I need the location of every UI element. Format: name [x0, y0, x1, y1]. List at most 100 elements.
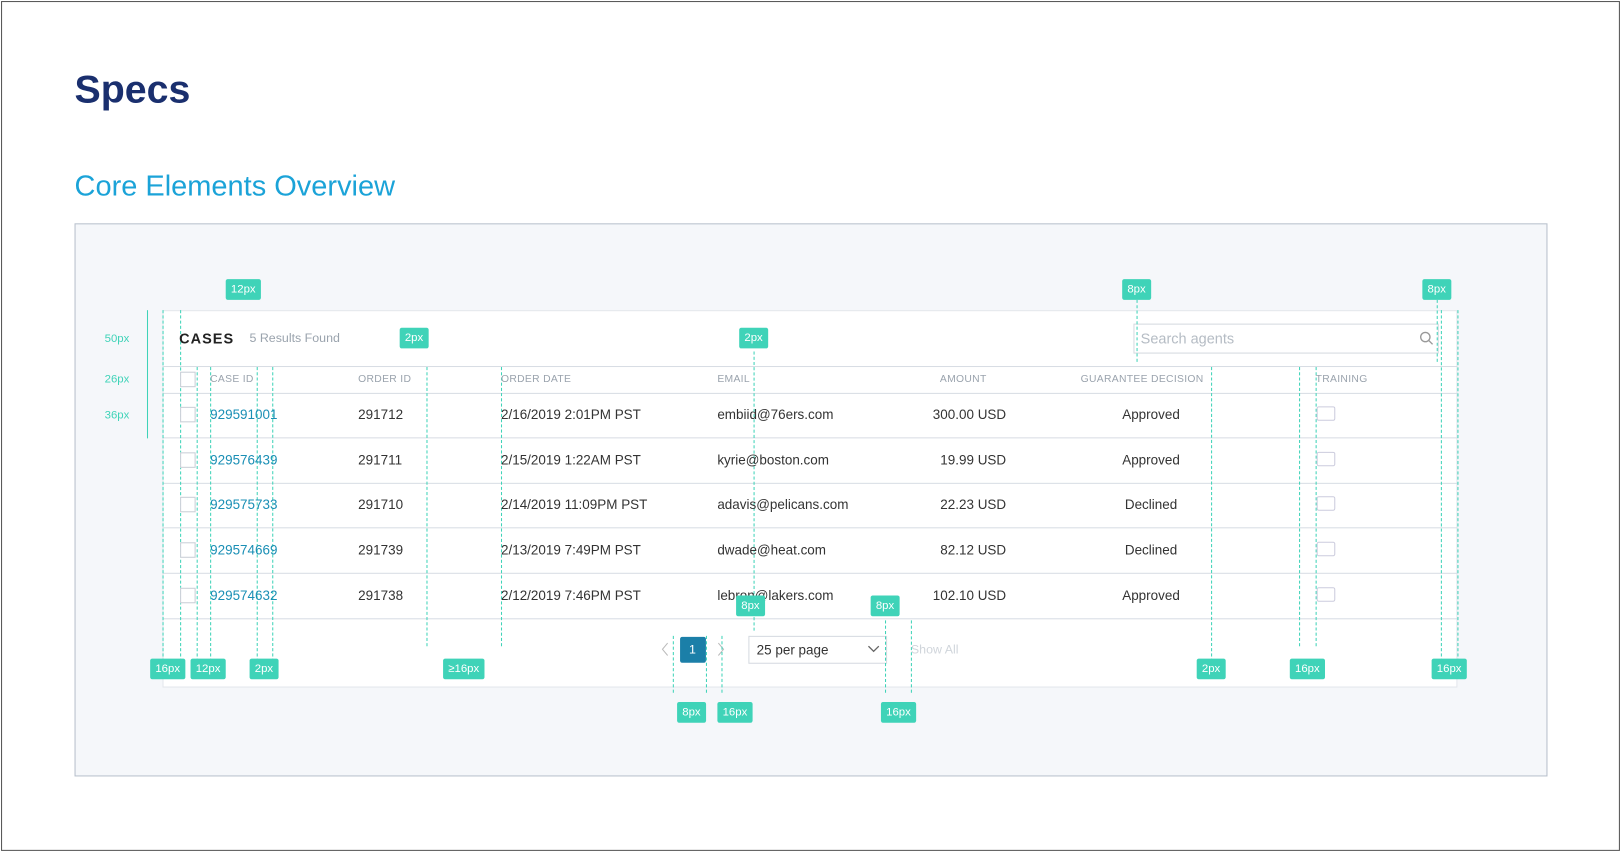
decision: Declined [1124, 496, 1178, 513]
training-icon[interactable] [1316, 451, 1336, 467]
current-page-box[interactable] [680, 636, 706, 663]
row-divider [162, 618, 1458, 620]
spec-annotation: 8px [677, 702, 706, 723]
page-title: Specs [74, 68, 191, 112]
search-placeholder[interactable]: Search agents [1140, 329, 1235, 347]
spec-annotation: 8px [870, 595, 900, 617]
decision: Approved [1122, 587, 1180, 604]
current-page[interactable]: 1 [689, 642, 696, 657]
case-id-link[interactable]: 929575733 [210, 496, 278, 513]
amount: 102.10 USD [932, 587, 1007, 604]
cell: kyrie@boston.com [717, 452, 829, 468]
per-page-select[interactable] [748, 635, 888, 664]
per-page[interactable]: 25 per page [756, 642, 829, 658]
spec-annotation: 50px [104, 332, 130, 346]
decision: Approved [1122, 452, 1180, 468]
column-header[interactable]: ORDER ID [358, 373, 412, 386]
guide-line [210, 367, 212, 667]
column-header[interactable]: ORDER DATE [500, 373, 572, 386]
spec-annotation: 8px [736, 595, 765, 617]
column-header[interactable]: AMOUNT [939, 373, 987, 386]
spec-annotation: 12px [190, 658, 226, 680]
decision: Approved [1122, 406, 1180, 423]
column-header[interactable]: CASE ID [210, 373, 254, 386]
column-header[interactable]: EMAIL [717, 373, 750, 386]
spec-annotation: 36px [104, 409, 130, 422]
row-checkbox[interactable] [180, 542, 196, 558]
case-id-link[interactable]: 929576439 [210, 452, 278, 468]
select-all-checkbox[interactable] [180, 371, 196, 388]
guide-line [721, 635, 723, 693]
row-divider [162, 572, 1458, 574]
guide-line [1299, 367, 1301, 647]
guide-line [1136, 299, 1138, 362]
row-divider [162, 437, 1458, 439]
cell: 291711 [358, 452, 403, 468]
row-checkbox[interactable] [180, 496, 196, 513]
case-id-link[interactable]: 929591001 [210, 406, 278, 423]
guide-line [1211, 367, 1213, 667]
case-id-link[interactable]: 929574669 [210, 542, 278, 558]
row-divider [162, 482, 1458, 484]
cell: 291739 [358, 542, 404, 558]
guide-line [1457, 310, 1459, 667]
spec-annotation: 16px [1431, 658, 1467, 680]
guide-line [426, 367, 428, 647]
cell: 2/13/2019 7:49PM PST [500, 542, 641, 558]
guide-line [272, 367, 274, 667]
spec-annotation: 2px [739, 327, 768, 349]
guide-line [910, 620, 912, 693]
cell: 2/14/2019 11:09PM PST [500, 496, 648, 513]
column-header[interactable]: GUARANTEE DECISION [1080, 373, 1204, 386]
spec-annotation: 16px [717, 702, 753, 723]
spec-annotation: 2px [1196, 658, 1226, 680]
spec-annotation: 2px [249, 658, 279, 680]
guide-line [1315, 367, 1317, 647]
guide-line [500, 367, 503, 647]
column-header[interactable]: TRAINING [1315, 373, 1368, 386]
row-divider [162, 527, 1458, 529]
guide-line [705, 635, 707, 693]
training-icon[interactable] [1316, 406, 1336, 421]
spec-annotation: 8px [1422, 279, 1452, 300]
decision: Declined [1124, 542, 1178, 558]
row-checkbox[interactable] [180, 587, 196, 604]
spec-annotation: 8px [1122, 279, 1151, 300]
cell: dwade@heat.com [717, 542, 826, 558]
spec-annotation: 16px [150, 658, 186, 680]
show-all[interactable]: Show All [910, 642, 959, 657]
cell: 291710 [358, 496, 404, 513]
guide-line [1436, 299, 1438, 362]
pager-arrows[interactable] [659, 642, 731, 656]
row-checkbox[interactable] [180, 406, 196, 423]
section-title: Core Elements Overview [74, 169, 396, 202]
spec-annotation: 12px [225, 279, 261, 300]
guide-line [672, 635, 674, 693]
search-box[interactable] [1133, 323, 1439, 354]
spec-annotation: 26px [104, 373, 130, 386]
row-checkbox[interactable] [180, 452, 196, 468]
cell: 2/15/2019 1:22AM PST [500, 452, 641, 468]
guide-line [196, 367, 198, 667]
table-card [162, 310, 1458, 688]
cell: 2/16/2019 2:01PM PST [500, 406, 641, 423]
cell: 291738 [358, 587, 404, 604]
case-id-link[interactable]: 929574632 [210, 587, 278, 604]
amount: 19.99 USD [940, 452, 1007, 468]
guide-line [885, 620, 887, 693]
results-count: 5 Results Found [249, 330, 340, 346]
cell: lebron@lakers.com [717, 587, 834, 604]
cell: adavis@pelicans.com [717, 496, 849, 513]
row-divider [162, 392, 1458, 394]
spec-annotation: 16px [880, 702, 916, 723]
training-icon[interactable] [1316, 496, 1336, 511]
cell: embiid@76ers.com [717, 406, 834, 423]
training-icon[interactable] [1316, 541, 1336, 557]
search-icon [1420, 331, 1434, 345]
cell: 2/12/2019 7:46PM PST [500, 587, 641, 604]
amount: 22.23 USD [940, 496, 1007, 513]
amount: 300.00 USD [932, 406, 1007, 423]
training-icon[interactable] [1316, 587, 1336, 602]
